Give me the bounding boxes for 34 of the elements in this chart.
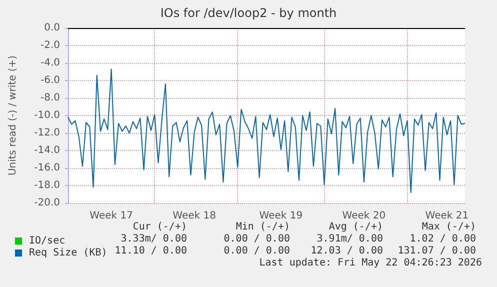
x-tick-label: Week 18 [172,210,216,222]
legend-label: Req Size (KB) [29,248,108,258]
x-tick-label: Week 17 [90,210,133,222]
x-tick-label: Week 19 [259,210,303,222]
text: 0.00 / 0.00 [224,234,290,244]
y-tick-label: -8.0 [40,92,60,104]
line-series [68,68,466,193]
y-tick-label: -2.0 [40,40,60,51]
y-tick-label: -12.0 [34,128,60,138]
y-tick-label: -14.0 [34,145,60,156]
y-tick-label: -16.0 [34,162,60,174]
y-tick-label: -6.0 [40,75,60,86]
text: Min (-/+) [236,222,290,232]
y-tick-label: -20.0 [34,198,60,208]
y-tick-label: -18.0 [34,180,60,191]
y-tick-label: -10.0 [34,110,60,121]
chart-title: IOs for /dev/loop2 - by month [160,6,337,20]
text: Avg (-/+) [328,222,383,232]
y-axis-title: Units read (-) / write (+) [8,55,18,176]
text: 11.10 / 0.00 [114,246,187,256]
text: 1.02 / 0.00 [410,234,476,244]
text: Cur (-/+) [132,222,187,232]
text: 12.03 / 0.00 [310,246,383,256]
text: 3.91m/ 0.00 [316,234,383,244]
text: 131.07 / 0.00 [398,246,476,256]
y-tick-label: -4.0 [40,58,60,68]
text: 0.00 / 0.00 [224,246,290,256]
x-tick-label: Week 20 [342,210,386,222]
legend-label: IO/sec [29,236,66,246]
x-tick-label: Week 21 [425,210,469,222]
y-tick-label: 0.0 [44,22,60,34]
text: 3.33m/ 0.00 [120,234,187,244]
text: Last update: Fri May 22 04:26:23 2026 [259,258,482,268]
text: Max (-/+) [422,222,476,232]
